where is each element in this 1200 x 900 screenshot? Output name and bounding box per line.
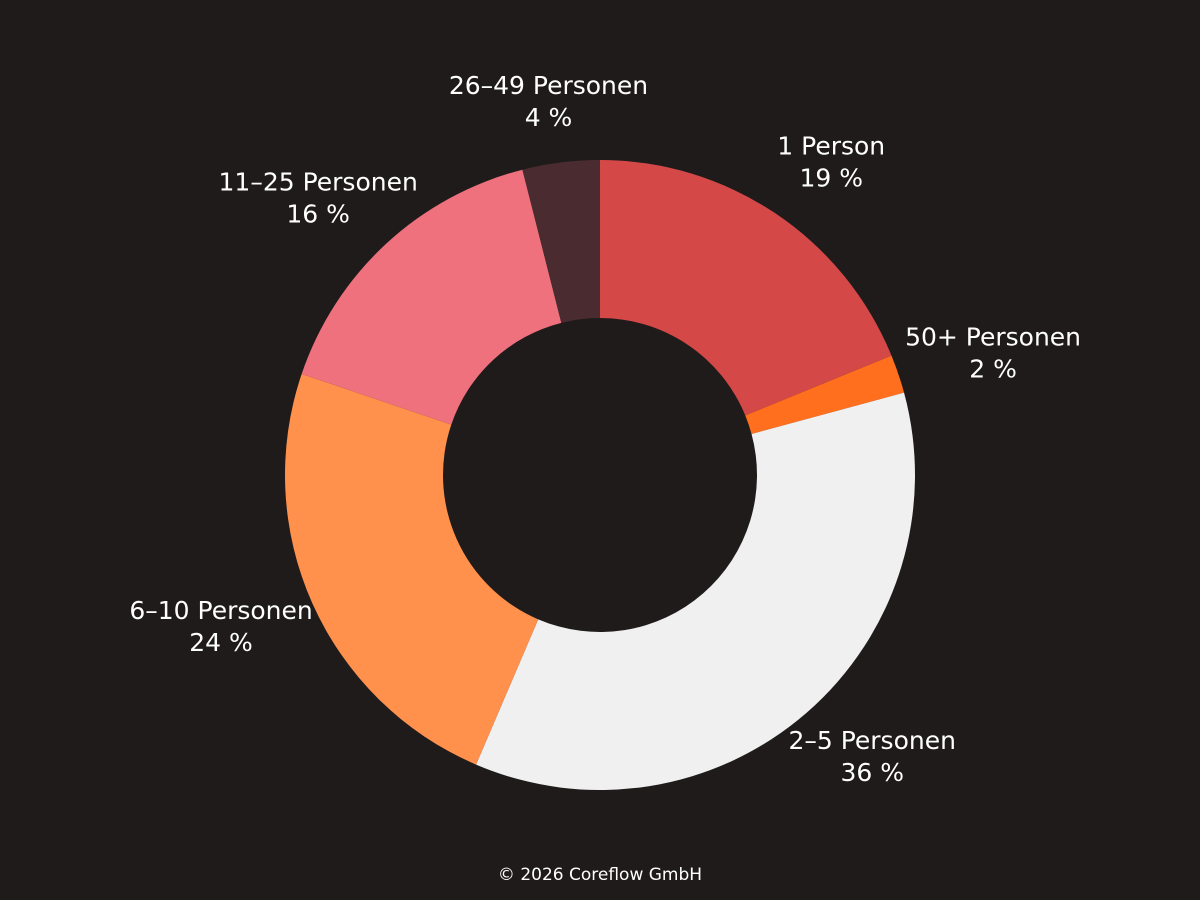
slice-value-label: 36 % <box>840 758 904 787</box>
donut-slice <box>522 160 600 323</box>
slice-value-label: 2 % <box>969 355 1017 384</box>
slice-label: 26–49 Personen <box>449 71 648 100</box>
slice-value-label: 16 % <box>286 200 350 229</box>
slice-label: 1 Person <box>777 132 885 161</box>
slice-value-label: 19 % <box>799 164 863 193</box>
slice-value-label: 4 % <box>525 103 573 132</box>
donut-slice <box>285 373 539 765</box>
slice-label: 50+ Personen <box>905 323 1081 352</box>
donut-slice <box>476 392 915 790</box>
slice-label: 2–5 Personen <box>788 726 956 755</box>
slice-label: 6–10 Personen <box>129 596 312 625</box>
footer: © 2026 Coreflow GmbH <box>498 865 702 885</box>
slice-label: 11–25 Personen <box>219 168 418 197</box>
donut-slice <box>745 355 905 434</box>
slice-value-label: 24 % <box>189 628 253 657</box>
donut-slice <box>600 160 892 416</box>
donut-slice <box>301 169 562 425</box>
